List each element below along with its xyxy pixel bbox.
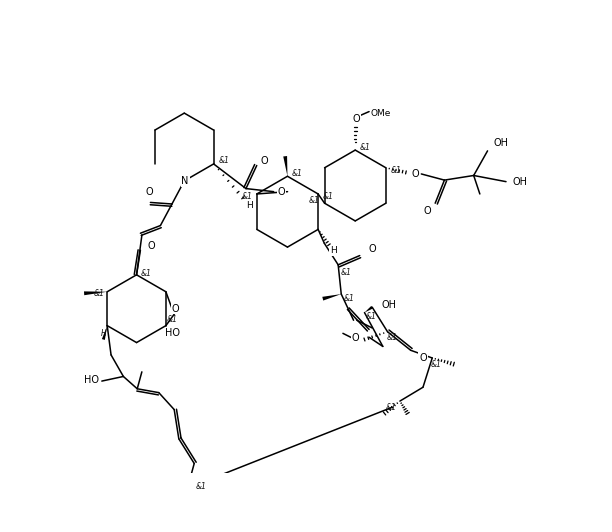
Text: H: H — [330, 246, 337, 255]
Text: &1: &1 — [387, 334, 398, 343]
Text: OMe: OMe — [371, 109, 391, 118]
Text: HO: HO — [84, 375, 99, 385]
Polygon shape — [365, 306, 373, 312]
Text: &1: &1 — [141, 269, 152, 278]
Polygon shape — [177, 480, 190, 495]
Text: &1: &1 — [241, 192, 252, 201]
Text: &1: &1 — [431, 360, 441, 369]
Text: HO: HO — [165, 328, 179, 338]
Text: &1: &1 — [340, 268, 351, 277]
Text: &1: &1 — [166, 315, 177, 324]
Text: OH: OH — [512, 177, 528, 187]
Text: O: O — [351, 333, 359, 343]
Text: OH: OH — [494, 138, 509, 148]
Text: &1: &1 — [385, 403, 396, 412]
Text: H: H — [101, 329, 107, 338]
Text: O: O — [261, 156, 268, 166]
Text: O: O — [353, 114, 360, 124]
Polygon shape — [102, 326, 107, 340]
Text: O: O — [419, 353, 427, 363]
Text: O: O — [424, 206, 431, 216]
Text: O: O — [411, 169, 419, 179]
Text: O: O — [145, 187, 152, 197]
Polygon shape — [323, 294, 341, 301]
Text: N: N — [181, 176, 188, 186]
Text: &1: &1 — [196, 482, 207, 491]
Text: O: O — [147, 242, 155, 251]
Text: O: O — [171, 304, 179, 314]
Text: &1: &1 — [360, 143, 371, 152]
Text: H: H — [245, 201, 252, 210]
Text: &1: &1 — [365, 312, 376, 321]
Text: O: O — [278, 187, 285, 197]
Text: &1: &1 — [309, 196, 320, 205]
Text: O: O — [368, 244, 376, 254]
Polygon shape — [84, 292, 107, 295]
Text: &1: &1 — [323, 192, 334, 201]
Text: &1: &1 — [343, 294, 354, 303]
Text: &1: &1 — [218, 156, 229, 165]
Text: &1: &1 — [390, 165, 401, 174]
Polygon shape — [283, 156, 288, 176]
Text: OH: OH — [382, 300, 397, 310]
Polygon shape — [190, 480, 206, 493]
Text: &1: &1 — [94, 289, 105, 298]
Text: &1: &1 — [292, 170, 303, 178]
